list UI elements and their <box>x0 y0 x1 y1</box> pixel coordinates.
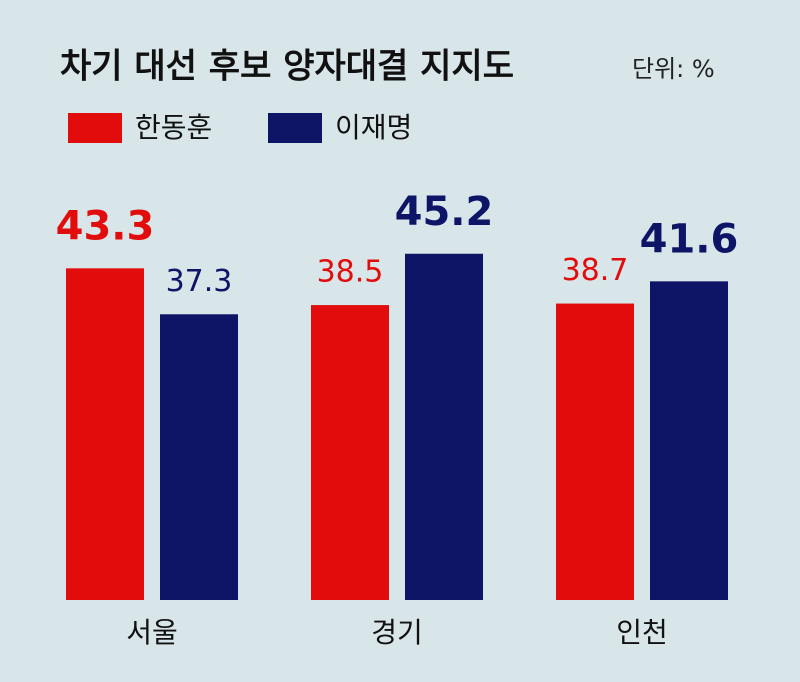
bar <box>405 253 483 600</box>
bar <box>650 281 728 600</box>
bar <box>160 314 238 600</box>
bar <box>556 303 634 600</box>
chart-title: 차기 대선 후보 양자대결 지지도 <box>60 47 514 87</box>
legend-label: 한동훈 <box>135 111 212 144</box>
bar <box>311 305 389 600</box>
value-label: 43.3 <box>56 203 155 249</box>
value-label: 41.6 <box>640 216 739 262</box>
x-tick-label: 경기 <box>371 616 423 649</box>
legend-swatch <box>68 113 122 143</box>
value-label: 38.7 <box>562 253 629 288</box>
legend-swatch <box>268 113 322 143</box>
x-tick-label: 인천 <box>616 616 668 649</box>
value-label: 38.5 <box>317 255 384 290</box>
value-label: 45.2 <box>395 189 494 235</box>
x-tick-label: 서울 <box>126 616 178 649</box>
value-label: 37.3 <box>166 264 233 299</box>
bar <box>66 268 144 600</box>
chart-subtitle: 단위: % <box>632 55 715 83</box>
legend-label: 이재명 <box>335 111 412 144</box>
